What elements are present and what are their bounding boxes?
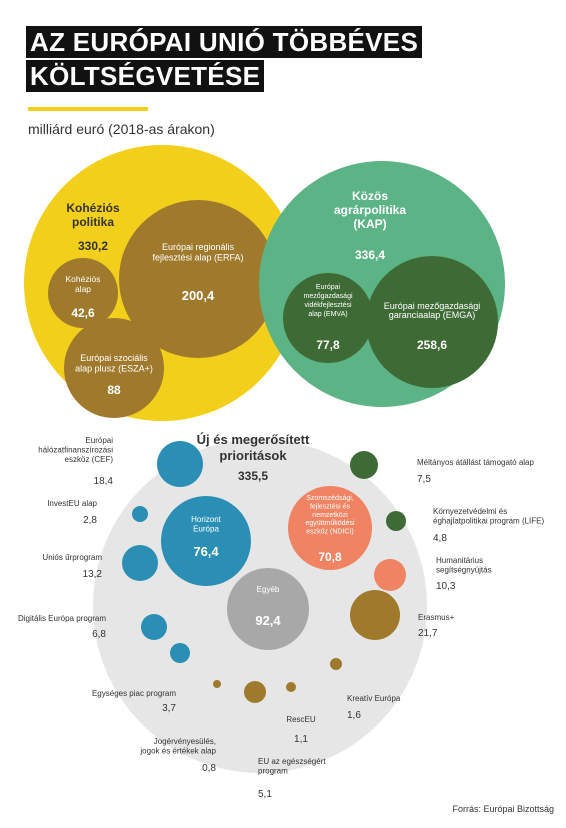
page-title-line-2: KÖLTSÉGVETÉSE bbox=[26, 60, 265, 92]
label-cohesion-item-3: Európai szociális alap plusz (ESZA+) bbox=[75, 353, 153, 373]
value-erasmus: 21,7 bbox=[418, 628, 438, 639]
label-other: Egyéb bbox=[257, 585, 280, 594]
value-life: 4,8 bbox=[433, 533, 447, 544]
value-cap: 336,4 bbox=[355, 248, 385, 262]
label-cef: Európai hálózatfinanszírozási eszköz (CEF) bbox=[38, 436, 113, 464]
value-rescue: 1,1 bbox=[294, 734, 308, 745]
label-creative: Kreatív Európa bbox=[347, 694, 401, 703]
bubble-other bbox=[227, 568, 309, 650]
label-life: Környezetvédelmi és éghajlatpolitikai pro… bbox=[433, 507, 544, 526]
label-jtf: Méltányos átállást támogató alap bbox=[417, 458, 535, 467]
chart-subtitle: milliárd euró (2018-as árakon) bbox=[28, 121, 215, 137]
label-cohesion-policy: Kohéziós politika bbox=[66, 201, 120, 229]
bubble-creative bbox=[330, 658, 342, 670]
value-other: 92,4 bbox=[255, 613, 281, 628]
bubble-erasmus bbox=[350, 590, 400, 640]
bubble-cef bbox=[157, 441, 203, 487]
label-investeu: InvestEU alap bbox=[47, 499, 97, 508]
bubble-rescue bbox=[286, 682, 296, 692]
label-space: Uniós űrprogram bbox=[42, 553, 102, 562]
value-new-priorities: 335,5 bbox=[238, 469, 268, 483]
bubble-ndici bbox=[288, 486, 372, 570]
bubble-life bbox=[386, 511, 406, 531]
label-horizon: Horizont Európa bbox=[191, 515, 222, 534]
label-justice: Jogérvényesülés, jogok és értékek alap bbox=[139, 737, 216, 756]
bubble-justice bbox=[213, 680, 221, 688]
title-accent-bar bbox=[28, 107, 148, 111]
value-cohesion-item-2: 42,6 bbox=[71, 306, 95, 320]
label-humanitarian: Humanitárius segítségnyújtás bbox=[436, 556, 492, 575]
page-title-line-1: AZ EURÓPAI UNIÓ TÖBBÉVES bbox=[26, 26, 423, 58]
label-health: EU az egészségért program bbox=[258, 757, 326, 776]
bubble-cap-item-2 bbox=[366, 256, 498, 388]
bubble-digital bbox=[141, 614, 167, 640]
label-single_market: Egységes piac program bbox=[92, 689, 176, 698]
value-horizon: 76,4 bbox=[193, 544, 219, 559]
source-note: Forrás: Európai Bizottság bbox=[452, 804, 554, 814]
value-digital: 6,8 bbox=[92, 629, 106, 640]
label-rescue: RescEU bbox=[286, 715, 316, 724]
bubble-single_market bbox=[170, 643, 190, 663]
bubble-cohesion-item-3 bbox=[64, 318, 164, 418]
bubble-cohesion-item-1 bbox=[119, 200, 277, 358]
bubble-health bbox=[244, 681, 266, 703]
label-digital: Digitális Európa program bbox=[18, 614, 106, 623]
bubble-jtf bbox=[350, 451, 378, 479]
value-cef: 18,4 bbox=[94, 476, 114, 487]
value-ndici: 70,8 bbox=[318, 550, 342, 564]
bubble-space bbox=[122, 545, 158, 581]
value-cohesion-policy: 330,2 bbox=[78, 239, 108, 253]
label-erasmus: Erasmus+ bbox=[418, 613, 455, 622]
bubble-humanitarian bbox=[374, 559, 406, 591]
bubble-cap-item-1 bbox=[283, 273, 373, 363]
value-cap-item-2: 258,6 bbox=[417, 338, 447, 352]
label-cohesion-item-2: Kohéziós alap bbox=[66, 274, 101, 294]
label-cap: Közös agrárpolitika (KAP) bbox=[334, 189, 406, 231]
label-cap-item-1: Európai mezőgazdasági vidékfejlesztési alap… bbox=[303, 284, 352, 318]
value-health: 5,1 bbox=[258, 789, 272, 800]
label-new-priorities: Új és megerősített prioritások bbox=[197, 432, 310, 463]
value-investeu: 2,8 bbox=[83, 515, 97, 526]
bubble-investeu bbox=[132, 506, 148, 522]
value-single_market: 3,7 bbox=[162, 703, 176, 714]
value-cohesion-item-3: 88 bbox=[107, 383, 121, 397]
value-humanitarian: 10,3 bbox=[436, 581, 456, 592]
bubble-cohesion-item-2 bbox=[48, 258, 118, 328]
label-cohesion-item-1: Európai regionális fejlesztési alap (ERFA… bbox=[152, 242, 243, 262]
value-jtf: 7,5 bbox=[417, 474, 431, 485]
value-cap-item-1: 77,8 bbox=[316, 338, 340, 352]
value-space: 13,2 bbox=[83, 569, 103, 580]
value-cohesion-item-1: 200,4 bbox=[182, 288, 215, 303]
label-ndici: Szomszédsági, fejlesztési és nemzetközi egy… bbox=[305, 495, 354, 536]
value-justice: 0,8 bbox=[202, 763, 216, 774]
label-cap-item-2: Európai mezőgazdasági garanciaalap (EMGA) bbox=[384, 301, 481, 320]
bubble-horizon bbox=[161, 496, 251, 586]
value-creative: 1,6 bbox=[347, 710, 361, 721]
